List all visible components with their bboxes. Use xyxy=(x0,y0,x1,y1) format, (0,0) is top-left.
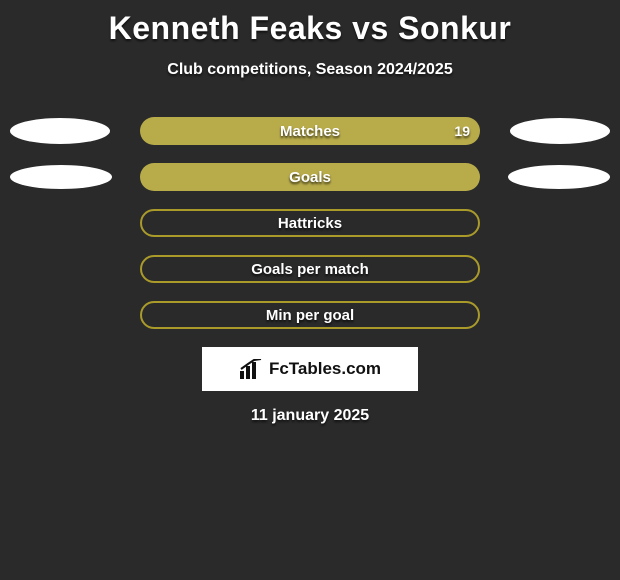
stat-row: Min per goal xyxy=(0,301,620,329)
logo-text: FcTables.com xyxy=(269,359,381,379)
stat-row: Hattricks xyxy=(0,209,620,237)
left-ellipse xyxy=(10,165,112,189)
right-ellipse xyxy=(510,118,610,144)
stat-label: Hattricks xyxy=(278,215,342,232)
stat-row: Goals xyxy=(0,163,620,191)
date-text: 11 january 2025 xyxy=(0,407,620,425)
stats-rows: Matches 19 Goals Hattricks Goals per match Mi… xyxy=(0,117,620,329)
stat-pill: Min per goal xyxy=(140,301,480,329)
right-ellipse xyxy=(508,165,610,189)
stat-pill: Matches 19 xyxy=(140,117,480,145)
stat-label: Goals xyxy=(289,169,331,186)
stat-row: Matches 19 xyxy=(0,117,620,145)
stat-pill: Goals per match xyxy=(140,255,480,283)
subtitle: Club competitions, Season 2024/2025 xyxy=(0,61,620,79)
stat-pill: Goals xyxy=(140,163,480,191)
stat-label: Goals per match xyxy=(251,261,369,278)
stat-label: Matches xyxy=(280,123,340,140)
logo-box: FcTables.com xyxy=(202,347,418,391)
page-title: Kenneth Feaks vs Sonkur xyxy=(0,0,620,47)
stat-row: Goals per match xyxy=(0,255,620,283)
stat-label: Min per goal xyxy=(266,307,354,324)
bar-chart-icon xyxy=(239,359,263,379)
left-ellipse xyxy=(10,118,110,144)
stat-pill: Hattricks xyxy=(140,209,480,237)
stat-value-right: 19 xyxy=(454,123,470,139)
